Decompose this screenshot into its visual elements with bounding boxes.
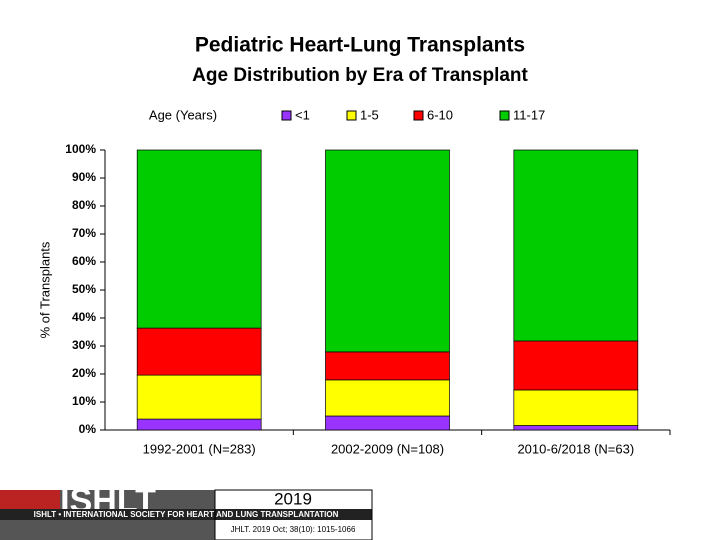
bar-segment [513, 340, 639, 391]
citation-box [214, 489, 373, 540]
logo-stripe [0, 490, 60, 510]
legend-swatch [346, 110, 357, 121]
chart-subtitle: Age Distribution by Era of Transplant [192, 65, 528, 86]
y-tick-label: 80% [72, 198, 96, 212]
footer: ISHLT ISHLT • INTERNATIONAL SOCIETY FOR … [0, 482, 373, 540]
footer-year: 2019 [274, 489, 312, 508]
society-text: ISHLT • INTERNATIONAL SOCIETY FOR HEART … [34, 510, 339, 519]
legend-swatch [499, 110, 510, 121]
bar-segment [136, 418, 262, 431]
footer-citation: JHLT. 2019 Oct; 38(10): 1015-1066 [231, 525, 356, 534]
y-tick-label: 40% [72, 310, 96, 324]
bar-segment [136, 149, 262, 329]
bar-segment [513, 425, 639, 431]
legend-label: 1-5 [360, 107, 379, 122]
legend-label: 6-10 [427, 107, 453, 122]
legend-swatch [281, 110, 292, 121]
y-tick-label: 60% [72, 254, 96, 268]
bar-segment [136, 374, 262, 420]
society-strip [0, 509, 372, 520]
y-tick-label: 20% [72, 366, 96, 380]
y-axis-label: % of Transplants [37, 241, 52, 338]
y-tick-label: 90% [72, 170, 96, 184]
y-tick-label: 30% [72, 338, 96, 352]
y-tick-label: 100% [65, 142, 96, 156]
x-tick-label: 2002-2009 (N=108) [331, 441, 444, 456]
bar-segment [325, 149, 450, 353]
bar-segment [325, 379, 450, 417]
legend-swatch [413, 110, 424, 121]
y-tick-label: 10% [72, 394, 96, 408]
legend-label: 11-17 [513, 107, 545, 122]
bar-segment [325, 351, 450, 381]
y-tick-label: 50% [72, 282, 96, 296]
y-tick-label: 0% [79, 422, 97, 436]
legend-label: <1 [295, 107, 310, 122]
chart-title: Pediatric Heart-Lung Transplants [195, 34, 525, 57]
legend-title: Age (Years) [149, 107, 217, 122]
bar-segment [513, 149, 639, 342]
x-tick-label: 2010-6/2018 (N=63) [517, 441, 634, 456]
bar-segment [325, 415, 450, 431]
x-tick-label: 1992-2001 (N=283) [143, 441, 256, 456]
bar-segment [136, 327, 262, 376]
bar-segment [513, 389, 639, 426]
y-tick-label: 70% [72, 226, 96, 240]
